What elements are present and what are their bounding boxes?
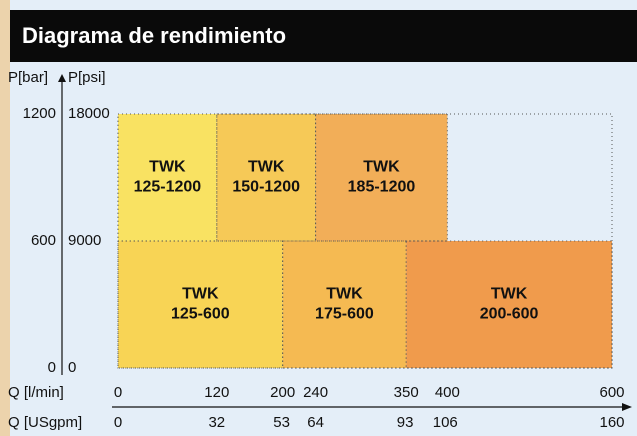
header [10, 10, 637, 62]
y-arrow [58, 74, 66, 82]
x-tick-label: 350 [394, 384, 419, 401]
region-label: 125-1200 [134, 179, 202, 196]
region-outline [216, 113, 317, 242]
region [282, 241, 407, 368]
region-label: 185-1200 [348, 179, 416, 196]
x-tick-label: 240 [303, 384, 328, 401]
region-label: TWK [491, 286, 528, 303]
region [216, 114, 316, 241]
x2-tick-label: 106 [433, 414, 458, 431]
x2-tick-label: 32 [208, 414, 225, 431]
y-axis-label: P[bar] [8, 69, 48, 86]
region [118, 114, 217, 241]
y2-tick-label: 9000 [68, 232, 101, 249]
region-label: TWK [248, 159, 285, 176]
region-outline [315, 113, 448, 242]
region [315, 114, 448, 241]
region-outline [282, 240, 407, 369]
y-tick-label: 600 [31, 232, 56, 249]
x-tick-label: 600 [599, 384, 624, 401]
region-label: TWK [149, 159, 186, 176]
x-arrow [622, 403, 632, 411]
region [118, 241, 283, 368]
x-tick-label: 200 [270, 384, 295, 401]
y2-tick-label: 18000 [68, 105, 110, 122]
x-axis-label: Q [l/min] [8, 384, 64, 401]
x2-tick-label: 93 [397, 414, 414, 431]
x2-tick-label: 53 [273, 414, 290, 431]
y-tick-label: 1200 [23, 105, 56, 122]
y2-axis-label: P[psi] [68, 69, 106, 86]
region-label: TWK [363, 159, 400, 176]
region-label: 150-1200 [232, 179, 300, 196]
region-outline [117, 240, 284, 369]
x-tick-label: 0 [114, 384, 122, 401]
region-label: TWK [326, 286, 363, 303]
side-strip [0, 0, 10, 436]
x2-tick-label: 0 [114, 414, 122, 431]
x-tick-label: 400 [435, 384, 460, 401]
region-label: 175-600 [315, 306, 374, 323]
x2-axis-label: Q [USgpm] [8, 414, 82, 431]
x-tick-label: 120 [204, 384, 229, 401]
region [406, 241, 612, 368]
region-label: 125-600 [171, 306, 230, 323]
region-label: TWK [182, 286, 219, 303]
y2-tick-label: 0 [68, 359, 76, 376]
region-label: 200-600 [480, 306, 539, 323]
x2-tick-label: 160 [599, 414, 624, 431]
plot-frame [117, 113, 613, 369]
x2-tick-label: 64 [307, 414, 324, 431]
chart-title: Diagrama de rendimiento [22, 23, 286, 48]
y-tick-label: 0 [48, 359, 56, 376]
